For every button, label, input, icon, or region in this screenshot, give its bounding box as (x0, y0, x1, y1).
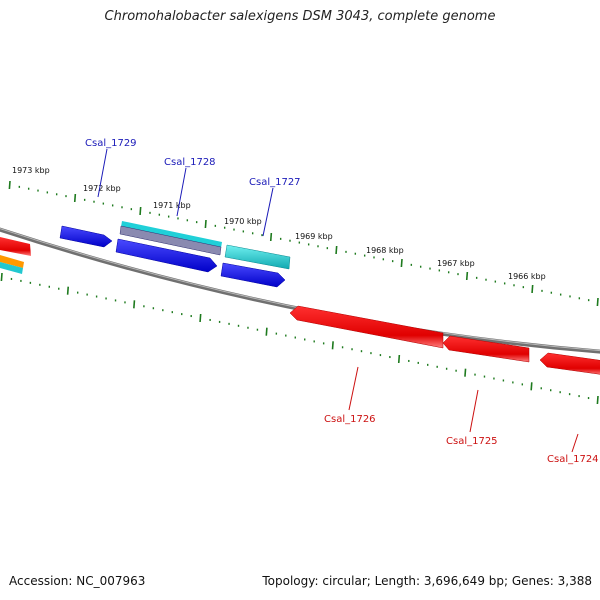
gene-arrow-csal-1727[interactable] (224, 244, 291, 270)
genome-backbone-highlight (0, 228, 600, 352)
gene-arrow-csal-1728-stripe[interactable] (121, 221, 222, 248)
genome-backbone (0, 227, 600, 354)
leader-line-csal-1725 (469, 389, 479, 433)
kbp-label-1966: 1966 kbp (508, 272, 546, 281)
major-tick (531, 284, 534, 294)
gene-label-csal-1729[interactable]: Csal_1729 (85, 138, 137, 149)
gene-arrow-forward[interactable] (59, 225, 113, 248)
gene-arrow-cyan-left-edge[interactable] (0, 262, 23, 274)
kbp-label-1967: 1967 kbp (437, 259, 475, 268)
kbp-label-1969: 1969 kbp (295, 232, 333, 241)
major-tick (335, 245, 338, 255)
major-tick (199, 313, 202, 323)
gene-arrow-red-left-edge[interactable] (0, 237, 31, 256)
kbp-label-1971: 1971 kbp (153, 201, 191, 210)
gene-arrow-csal-1724[interactable] (539, 352, 600, 375)
gene-arrow-forward-long[interactable] (115, 238, 218, 273)
major-tick (0, 272, 3, 282)
gene-arrow-forward-short[interactable] (220, 262, 286, 288)
kbp-label-1973: 1973 kbp (12, 166, 50, 175)
major-tick (66, 286, 70, 295)
major-tick (204, 219, 207, 229)
gene-label-csal-1724[interactable]: Csal_1724 (547, 454, 599, 465)
major-tick (139, 206, 142, 216)
major-tick (133, 300, 136, 309)
gene-label-csal-1727[interactable]: Csal_1727 (249, 177, 301, 188)
major-tick (530, 382, 533, 391)
accession-label: Accession: NC_007963 (9, 574, 146, 588)
gene-label-csal-1725[interactable]: Csal_1725 (446, 436, 498, 447)
major-tick (269, 232, 273, 242)
major-tick (265, 327, 268, 336)
major-tick (73, 193, 77, 203)
major-tick (465, 271, 469, 281)
major-tick (400, 258, 403, 268)
gene-arrow-csal-1726[interactable] (289, 305, 444, 349)
major-tick (596, 297, 599, 307)
gene-label-csal-1728[interactable]: Csal_1728 (164, 157, 216, 168)
leader-line-csal-1727 (262, 187, 274, 237)
gene-arrow-csal-1728[interactable] (119, 225, 222, 256)
major-tick (397, 354, 401, 364)
map-title: Chromohalobacter salexigens DSM 3043, co… (104, 9, 496, 24)
gene-label-csal-1726[interactable]: Csal_1726 (324, 414, 376, 425)
topology-label: Topology: circular; Length: 3,696,649 bp… (262, 574, 592, 588)
leader-line-csal-1729 (97, 148, 108, 198)
leader-line-csal-1724 (571, 433, 579, 453)
gene-arrow-orange-left-edge[interactable] (0, 255, 24, 268)
major-tick (464, 368, 467, 377)
leader-line-csal-1726 (348, 366, 359, 411)
major-tick (331, 341, 334, 350)
gene-arrow-csal-1725[interactable] (442, 335, 530, 363)
kbp-label-1972: 1972 kbp (83, 184, 121, 193)
leader-line-csal-1728 (176, 167, 187, 217)
outer-tick-ruler (8, 180, 599, 307)
kbp-label-1970: 1970 kbp (224, 217, 262, 226)
major-tick (8, 180, 11, 190)
inner-tick-ruler (0, 272, 599, 405)
major-tick (596, 395, 599, 405)
kbp-label-1968: 1968 kbp (366, 246, 404, 255)
